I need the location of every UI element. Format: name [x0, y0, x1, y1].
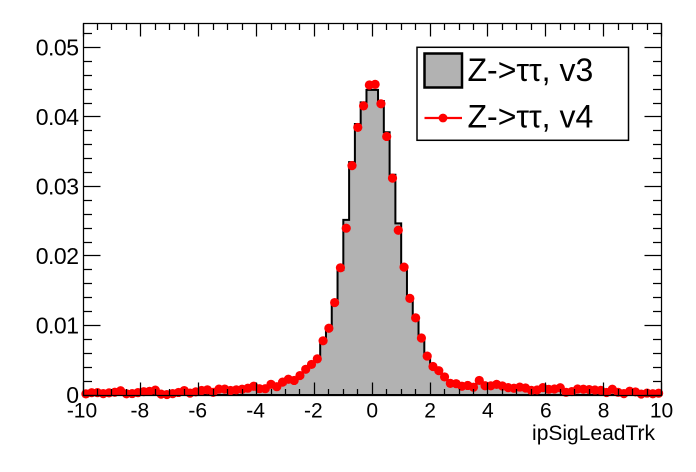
svg-text:-6: -6 [188, 400, 207, 423]
svg-text:4: 4 [482, 400, 494, 423]
svg-text:ipSigLeadTrk: ipSigLeadTrk [532, 422, 655, 445]
svg-text:8: 8 [598, 400, 610, 423]
svg-text:-4: -4 [246, 400, 265, 423]
svg-text:Z->ττ, v4: Z->ττ, v4 [468, 98, 594, 134]
svg-text:-10: -10 [67, 400, 97, 423]
svg-text:-2: -2 [304, 400, 323, 423]
svg-text:0.02: 0.02 [36, 243, 79, 269]
svg-text:0.05: 0.05 [36, 35, 79, 61]
svg-text:Z->ττ, v3: Z->ττ, v3 [468, 52, 594, 88]
svg-text:0: 0 [66, 382, 78, 408]
svg-text:0.01: 0.01 [36, 313, 79, 339]
svg-text:0.04: 0.04 [36, 104, 79, 130]
svg-text:2: 2 [424, 400, 436, 423]
svg-text:6: 6 [540, 400, 552, 423]
svg-text:10: 10 [650, 400, 673, 423]
svg-text:0.03: 0.03 [36, 174, 79, 200]
svg-text:0: 0 [366, 400, 378, 423]
svg-text:-8: -8 [130, 400, 149, 423]
